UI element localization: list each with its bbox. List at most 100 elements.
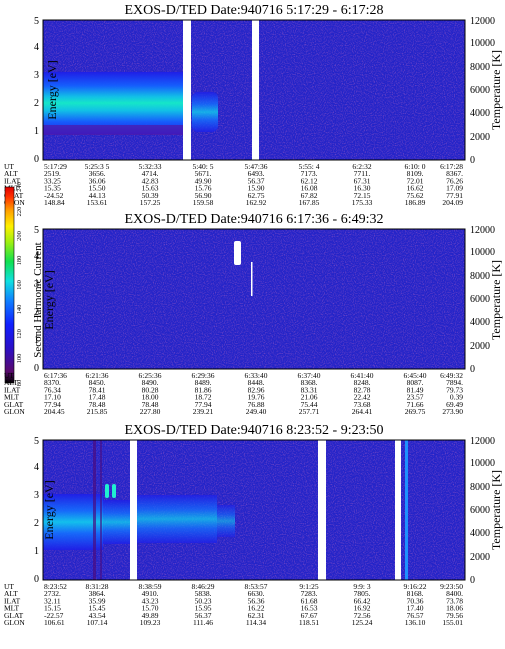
- info-row-label: UT: [4, 582, 14, 591]
- info-cell: 227.80: [140, 407, 161, 416]
- info-cell: 50.23: [195, 596, 212, 605]
- info-cell: 75.62: [407, 191, 424, 200]
- info-cell: 43.23: [142, 596, 159, 605]
- panel-1-info-table: UTALTILATMLTGLATGLON5:17:292519.33.2515.…: [4, 162, 463, 207]
- info-row-label: ILAT: [4, 385, 21, 394]
- info-cell: 17.40: [407, 604, 424, 613]
- panel-2-y2-tick: 12000: [470, 225, 495, 236]
- panel-3-data-gap-3: [395, 440, 401, 580]
- colorbar-tick-label: 220: [16, 207, 23, 217]
- info-cell: 6630.: [248, 589, 265, 598]
- info-cell: 6493.: [248, 169, 265, 178]
- info-cell: 36.06: [89, 176, 106, 185]
- info-cell: 78.48: [142, 400, 159, 409]
- info-cell: 8087.: [407, 378, 424, 387]
- panel-1-y2-tick: 2000: [470, 132, 490, 143]
- info-row-label: GLON: [4, 198, 25, 207]
- panel-3-data-gap-1: [130, 440, 137, 580]
- panel-3-energy-band: [217, 505, 235, 537]
- info-cell: 6:25:36: [139, 371, 162, 380]
- panel-1-energy-band: [43, 72, 183, 134]
- panel-2-y2-tick: 6000: [470, 294, 490, 305]
- panel-3-hot-spot: [105, 484, 109, 498]
- info-row-label: ALT: [4, 169, 18, 178]
- info-row-label: UT: [4, 162, 14, 171]
- info-cell: 8450.: [89, 378, 106, 387]
- panel-3-y-tick: 2: [34, 518, 39, 529]
- info-cell: 16.22: [248, 604, 265, 613]
- info-cell: 8400.: [446, 589, 463, 598]
- info-cell: 76.88: [248, 400, 265, 409]
- colorbar-tick-label: 160: [16, 280, 23, 290]
- info-cell: 8:23:52: [44, 582, 67, 591]
- panel-2-y-axis-label: Energy [eV]: [42, 270, 56, 329]
- info-cell: 77.91: [446, 191, 463, 200]
- panel-2-y-tick: 3: [34, 279, 39, 290]
- info-cell: 3656.: [89, 169, 106, 178]
- info-cell: 79.73: [446, 385, 463, 394]
- info-cell: 4910.: [142, 589, 159, 598]
- info-cell: 15.70: [142, 604, 159, 613]
- panel-3-y2-tick: 0: [470, 575, 475, 586]
- panel-2-y2-tick: 2000: [470, 341, 490, 352]
- panel-2-y2-tick: 4000: [470, 317, 490, 328]
- panel-1-data-gap-1: [183, 20, 191, 160]
- info-cell: 2732.: [44, 589, 61, 598]
- info-cell: 16.62: [407, 184, 424, 193]
- panel-3-hot-spot: [112, 484, 116, 498]
- panel-3-dark-stripe: [100, 440, 102, 580]
- info-cell: 5:25:3 5: [85, 162, 110, 171]
- panel-2-y2-tick: 10000: [470, 247, 495, 258]
- info-row-label: ILAT: [4, 176, 21, 185]
- panel-2-y-axis: 0 1 2 3 4 5 Energy [eV]: [34, 225, 56, 374]
- info-cell: 70.36: [407, 596, 424, 605]
- info-cell: 9:16:22: [404, 582, 427, 591]
- panel-3-energy-band: [137, 495, 217, 543]
- info-row-label: ALT: [4, 378, 18, 387]
- panel-2-noise: [43, 229, 465, 369]
- info-cell: 9:23:50: [440, 582, 463, 591]
- info-cell: 49.90: [195, 176, 212, 185]
- panel-2-frame: [42, 228, 466, 370]
- info-cell: 15.63: [142, 184, 159, 193]
- info-cell: 69.49: [446, 400, 463, 409]
- info-cell: 67.67: [301, 611, 318, 620]
- panel-1-y-tick: 5: [34, 16, 39, 27]
- info-cell: 16.08: [301, 184, 318, 193]
- panel-3-spike: [405, 440, 408, 580]
- info-cell: 35.99: [89, 596, 106, 605]
- info-cell: 62.75: [248, 191, 265, 200]
- info-cell: 175.33: [352, 198, 373, 207]
- info-cell: 76.57: [407, 611, 424, 620]
- panel-1-y2-tick: 10000: [470, 38, 495, 49]
- info-cell: 8248.: [354, 378, 371, 387]
- info-cell: 8:53:57: [245, 582, 268, 591]
- info-cell: 9:1:25: [299, 582, 318, 591]
- info-cell: 80.28: [142, 385, 159, 394]
- info-cell: 16.30: [354, 184, 371, 193]
- info-cell: 49.89: [142, 611, 159, 620]
- info-cell: 8368.: [301, 378, 318, 387]
- info-cell: 118.51: [299, 618, 320, 627]
- colorbar-tick-label: 100: [16, 354, 23, 364]
- panel-1-y2-tick: 8000: [470, 62, 490, 73]
- info-cell: 83.31: [301, 385, 318, 394]
- info-cell: 72.56: [354, 611, 371, 620]
- info-cell: 17.10: [44, 393, 61, 402]
- spectrogram-panel-3: EXOS-D/TED Date:940716 8:23:52 - 9:23:50…: [4, 423, 503, 627]
- panel-3-info-table: UTALTILATMLTGLATGLON8:23:522732.32.1115.…: [4, 582, 463, 627]
- panel-1-y2-tick: 12000: [470, 16, 495, 27]
- panel-3-y2-tick: 8000: [470, 482, 490, 493]
- info-cell: 8367.: [446, 169, 463, 178]
- info-cell: 73.68: [354, 400, 371, 409]
- info-row-label: MLT: [4, 604, 20, 613]
- colorbar-tick-label: 140: [16, 305, 23, 315]
- info-cell: 8:38:59: [139, 582, 162, 591]
- panel-1-y-tick: 2: [34, 98, 39, 109]
- panel-2-y-tick: 1: [34, 335, 39, 346]
- panel-3-y2-tick: 12000: [470, 436, 495, 447]
- panel-1-y-axis-label: Energy [eV]: [45, 60, 59, 119]
- panel-2-title: EXOS-D/TED Date:940716 6:17:36 - 6:49:32: [125, 212, 384, 227]
- colorbar-tick-label: 80: [16, 380, 23, 387]
